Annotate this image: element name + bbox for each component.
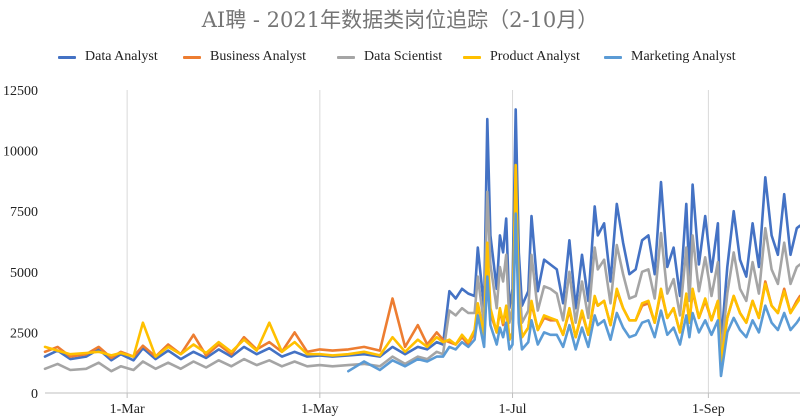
chart-axes: 1-Mar 1-May 1-Jul 1-Sep 0 2500 5000 7500 10000 12…	[3, 84, 800, 417]
y-tick-label: 12500	[3, 84, 38, 99]
y-tick-label: 7500	[10, 205, 38, 220]
y-tick-label: 10000	[3, 145, 38, 160]
legend-item-data-scientist: Data Scientist	[337, 47, 442, 67]
legend-swatch-marketing-analyst	[604, 55, 622, 59]
legend-label-product-analyst: Product Analyst	[490, 49, 580, 64]
legend-label-marketing-analyst: Marketing Analyst	[631, 49, 736, 64]
chart-title: AI聘 - 2021年数据类岗位追踪（2-10月）	[201, 8, 599, 32]
legend-item-marketing-analyst: Marketing Analyst	[604, 47, 736, 67]
y-tick-label: 2500	[10, 326, 38, 341]
x-tick-label: 1-Sep	[692, 402, 725, 417]
chart-series	[43, 108, 800, 378]
legend-item-data-analyst: Data Analyst	[58, 47, 158, 67]
legend-label-data-scientist: Data Scientist	[364, 49, 443, 64]
legend-item-product-analyst: Product Analyst	[463, 47, 580, 67]
legend-swatch-data-scientist	[337, 55, 355, 59]
x-tick-label: 1-Mar	[110, 402, 145, 417]
legend-label-data-analyst: Data Analyst	[85, 49, 158, 64]
chart-legend: Data Analyst Business Analyst Data Scien…	[0, 47, 800, 67]
series-line-marketing-analyst	[346, 212, 800, 378]
legend-swatch-product-analyst	[463, 55, 481, 59]
legend-swatch-business-analyst	[183, 55, 201, 59]
y-tick-label: 5000	[10, 266, 38, 281]
legend-label-business-analyst: Business Analyst	[210, 49, 307, 64]
x-tick-label: 1-Jul	[499, 402, 527, 417]
legend-swatch-data-analyst	[58, 55, 76, 59]
x-tick-label: 1-May	[301, 402, 338, 417]
legend-item-business-analyst: Business Analyst	[183, 47, 306, 67]
y-tick-label: 0	[31, 387, 38, 402]
